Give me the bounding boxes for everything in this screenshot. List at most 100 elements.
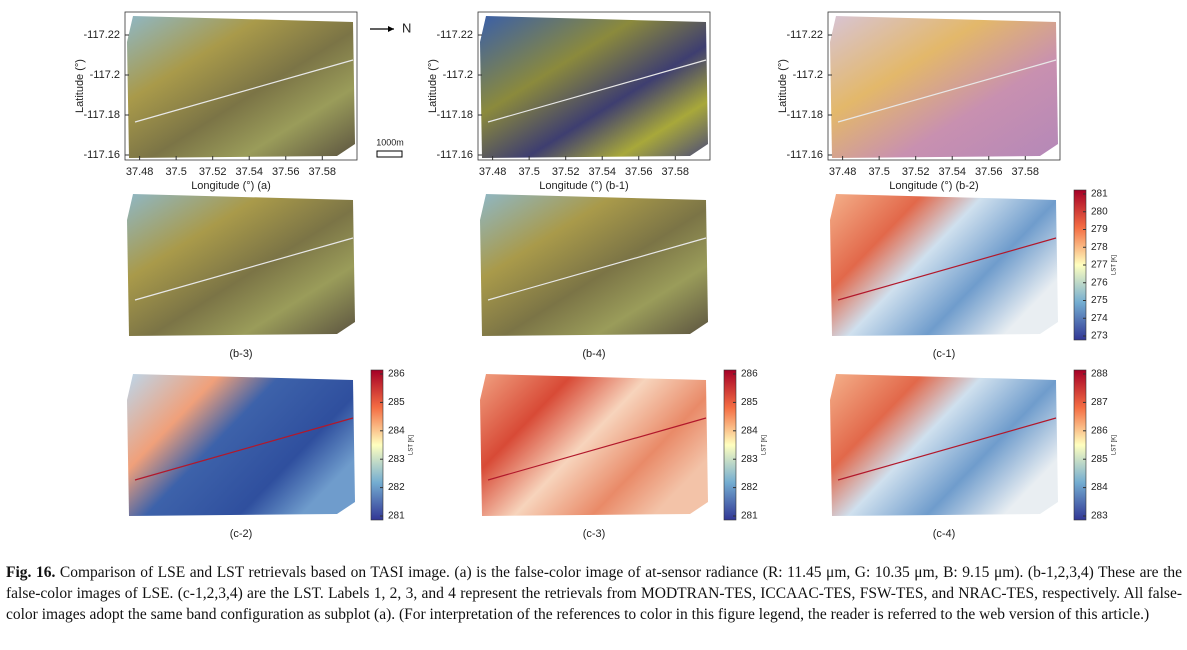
image [127, 194, 355, 336]
panel-label: (c-3) [583, 528, 606, 540]
x-tick-label: 37.52 [552, 166, 580, 178]
image-panel [830, 374, 1058, 516]
image [830, 16, 1058, 158]
x-axis-label: Longitude (°) (b-1) [539, 180, 628, 192]
colorbar-tick-label: 284 [1091, 482, 1108, 493]
image [127, 374, 355, 516]
scale-label: 1000m [376, 137, 404, 147]
x-axis-label: Longitude (°) (a) [191, 180, 271, 192]
caption: Fig. 16. Comparison of LSE and LST retri… [6, 562, 1182, 625]
colorbar-tick-label: 286 [388, 369, 405, 380]
colorbar-tick-label: 281 [741, 511, 758, 522]
colorbar-label: LST [K] [409, 435, 415, 455]
x-tick-label: 37.5 [165, 166, 186, 178]
colorbar-tick-label: 285 [1091, 454, 1108, 465]
image-panel [127, 16, 355, 158]
y-tick-label: -117.18 [437, 109, 474, 121]
image-panel [480, 374, 708, 516]
y-tick-label: -117.16 [437, 149, 474, 161]
x-tick-label: 37.48 [126, 166, 154, 178]
y-tick-label: -117.18 [84, 109, 121, 121]
x-tick-label: 37.56 [975, 166, 1003, 178]
y-axis-label: Latitude (°) [777, 59, 789, 113]
colorbar-tick-label: 286 [741, 369, 758, 380]
colorbar-label: LST [K] [1112, 255, 1118, 275]
x-tick-label: 37.52 [199, 166, 227, 178]
colorbar-tick-label: 279 [1091, 224, 1108, 235]
colorbar-tick-label: 275 [1091, 295, 1108, 306]
north-label: N [402, 20, 411, 35]
axes-box [124, 11, 358, 161]
image-panel [127, 194, 355, 336]
image-panel [830, 16, 1058, 158]
x-axis-label: Longitude (°) (b-2) [889, 180, 978, 192]
x-tick-label: 37.56 [272, 166, 300, 178]
y-tick-label: -117.16 [84, 149, 121, 161]
colorbar-tick-label: 285 [741, 397, 758, 408]
axes-box [827, 11, 1061, 161]
caption-label: Fig. 16. [6, 564, 56, 581]
colorbar-tick-label: 273 [1091, 331, 1108, 342]
panel-label: (c-2) [230, 528, 253, 540]
y-tick-label: -117.22 [84, 29, 121, 41]
image [830, 194, 1058, 336]
flight-line [134, 417, 354, 481]
figure-panels: N 1000m 37.48 37.5 37.52 37.54 37.56 37.58 -11… [74, 11, 1118, 540]
colorbar [1073, 369, 1087, 521]
colorbar [370, 369, 384, 521]
colorbar-tick-label: 282 [741, 482, 758, 493]
panel-label: (b-3) [229, 348, 252, 360]
image-panel [480, 16, 708, 158]
y-tick-label: -117.22 [787, 29, 824, 41]
x-tick-label: 37.5 [518, 166, 539, 178]
y-tick-label: -117.18 [787, 109, 824, 121]
y-tick-label: -117.2 [443, 69, 473, 81]
colorbar-tick-label: 274 [1091, 313, 1108, 324]
colorbar-tick-label: 285 [388, 397, 405, 408]
flight-line [487, 417, 707, 481]
x-tick-label: 37.48 [479, 166, 507, 178]
flight-line [837, 417, 1057, 481]
colorbar-tick-label: 281 [1091, 189, 1108, 200]
colorbar-tick-label: 278 [1091, 242, 1108, 253]
flight-line [134, 59, 354, 123]
panel-label: (c-1) [933, 348, 956, 360]
y-axis-label: Latitude (°) [427, 59, 439, 113]
flight-line [837, 237, 1057, 301]
y-tick-label: -117.22 [437, 29, 474, 41]
x-tick-label: 37.56 [625, 166, 653, 178]
image-panel [127, 374, 355, 516]
north-arrow [370, 26, 394, 32]
colorbar-tick-label: 283 [388, 454, 405, 465]
flight-line [487, 59, 707, 123]
scale-bar [376, 150, 403, 158]
colorbar-tick-label: 281 [388, 511, 405, 522]
caption-text: Comparison of LSE and LST retrievals bas… [6, 564, 1183, 623]
image [480, 374, 708, 516]
x-tick-label: 37.54 [938, 166, 966, 178]
y-tick-label: -117.2 [90, 69, 120, 81]
colorbar-tick-label: 284 [388, 425, 405, 436]
y-axis-label: Latitude (°) [74, 59, 86, 113]
colorbar-tick-label: 276 [1091, 277, 1108, 288]
x-tick-label: 37.54 [235, 166, 263, 178]
panel-label: (b-4) [582, 348, 605, 360]
colorbar-tick-label: 277 [1091, 260, 1108, 271]
colorbar-tick-label: 284 [741, 425, 758, 436]
y-tick-label: -117.16 [787, 149, 824, 161]
x-tick-label: 37.58 [662, 166, 690, 178]
x-tick-label: 37.58 [1012, 166, 1040, 178]
flight-line [134, 237, 354, 301]
x-tick-label: 37.54 [588, 166, 616, 178]
panel-label: (c-4) [933, 528, 956, 540]
y-tick-label: -117.2 [793, 69, 823, 81]
x-tick-label: 37.48 [829, 166, 857, 178]
image [830, 374, 1058, 516]
flight-line [837, 59, 1057, 123]
colorbar-tick-label: 286 [1091, 425, 1108, 436]
image-panel [480, 194, 708, 336]
colorbar-label: LST [K] [1112, 435, 1118, 455]
axes-box [477, 11, 711, 161]
colorbar-tick-label: 287 [1091, 397, 1108, 408]
image [480, 194, 708, 336]
